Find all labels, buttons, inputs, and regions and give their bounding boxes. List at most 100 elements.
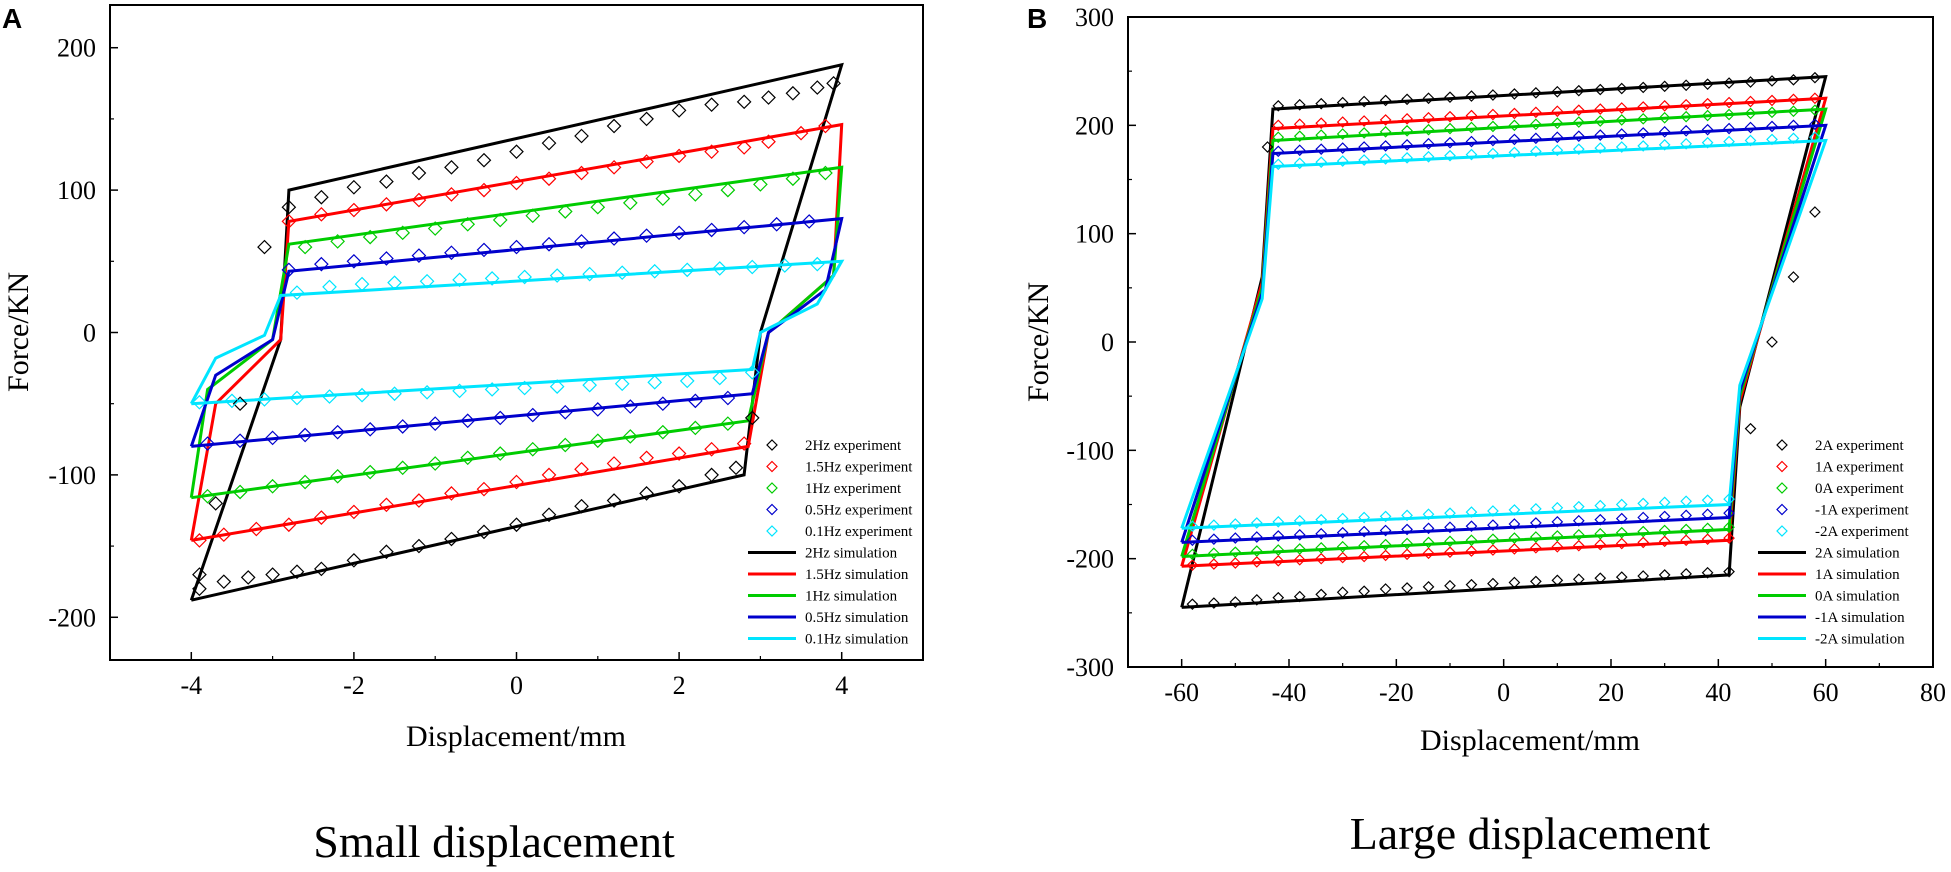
data-point [1444, 122, 1456, 135]
data-point [1680, 124, 1692, 137]
data-point [704, 97, 719, 113]
legend-item-2a-simulation: 2A simulation [1758, 546, 1900, 562]
data-point [1315, 552, 1328, 565]
panel-b-series [1180, 71, 1828, 611]
data-point [216, 574, 232, 590]
data-point [1680, 79, 1692, 92]
data-point [1615, 141, 1628, 153]
data-point [1465, 506, 1478, 518]
data-point [1336, 512, 1349, 525]
data-point [1530, 145, 1542, 158]
data-point [1701, 109, 1714, 122]
data-point [1701, 508, 1714, 521]
legend-label: 0.1Hz experiment [805, 524, 913, 540]
series-markers--1a-experiment [1186, 118, 1821, 547]
data-point [1637, 536, 1650, 549]
data-point [200, 436, 215, 451]
data-point [476, 481, 492, 497]
legend-item-0-1hz-experiment: 0.1Hz experiment [766, 524, 913, 540]
data-point [1572, 130, 1585, 143]
data-point [1551, 540, 1564, 553]
legend-label: -1A simulation [1815, 610, 1905, 626]
x-tick-label-b: 20 [1598, 678, 1624, 707]
data-point [785, 171, 801, 187]
data-point [1508, 504, 1521, 516]
data-point [1444, 149, 1456, 162]
data-point [1272, 544, 1285, 556]
data-point [1551, 85, 1564, 98]
data-point [509, 517, 524, 533]
data-point [1336, 586, 1349, 599]
data-point [362, 229, 378, 245]
data-point [1379, 583, 1392, 595]
data-point [1315, 527, 1328, 540]
data-point [1229, 596, 1242, 608]
data-point [330, 468, 345, 484]
data-point [427, 456, 443, 471]
data-point [314, 189, 329, 205]
data-point [525, 407, 541, 423]
data-point [736, 219, 752, 235]
data-point [1186, 520, 1199, 533]
y-tick-label-b: 300 [1075, 3, 1114, 32]
data-point [452, 383, 467, 399]
data-point [614, 376, 630, 392]
data-point [1272, 554, 1285, 567]
data-point [1186, 548, 1199, 561]
data-point [1701, 494, 1714, 507]
data-point [1487, 519, 1499, 531]
data-point [1723, 135, 1735, 148]
data-point [1465, 545, 1478, 557]
y-tick-label-b: -200 [1066, 545, 1114, 574]
data-point [1658, 80, 1671, 93]
x-tick-label-b: -40 [1272, 678, 1307, 707]
data-point [1208, 558, 1220, 570]
data-point [1658, 99, 1671, 112]
data-point [688, 393, 703, 409]
data-point [281, 199, 297, 215]
data-point [541, 135, 557, 151]
data-point [1637, 525, 1650, 538]
y-tick-label-a: 100 [57, 176, 96, 205]
data-point [809, 256, 825, 272]
legend-item-1-5hz-simulation: 1.5Hz simulation [748, 567, 909, 583]
legend-marker [766, 460, 778, 473]
data-point [728, 460, 744, 476]
data-point [574, 165, 589, 181]
data-point [1208, 597, 1220, 609]
legend-label: 1Hz experiment [805, 481, 902, 497]
legend-label: 2A simulation [1815, 546, 1900, 562]
data-point [387, 275, 402, 291]
data-point [1723, 493, 1735, 505]
data-point [289, 390, 305, 406]
data-point [1530, 502, 1542, 515]
data-point [1594, 83, 1607, 96]
data-point [1723, 108, 1735, 121]
data-point [362, 464, 378, 480]
data-point [517, 269, 532, 285]
x-tick-label-a: -4 [180, 671, 202, 700]
legend-label: 1Hz simulation [805, 589, 898, 605]
data-point [793, 125, 809, 141]
data-point [1701, 97, 1714, 110]
series-line--2a-simulation [1180, 138, 1828, 530]
data-point [1336, 96, 1349, 109]
data-point [476, 182, 492, 198]
data-point [582, 377, 598, 393]
panel-b-legend: 2A experiment 1A experiment 0A experiment -… [1758, 438, 1910, 648]
data-point [1293, 144, 1306, 157]
data-point [419, 273, 435, 289]
data-point [1572, 514, 1585, 527]
data-point [1766, 133, 1778, 146]
data-point [330, 424, 345, 440]
data-point [354, 387, 370, 403]
data-point [517, 380, 532, 396]
data-point [1229, 518, 1242, 530]
legend-marker [1776, 525, 1788, 537]
data-point [1615, 82, 1628, 95]
legend-label: 1A experiment [1815, 460, 1905, 476]
data-point [460, 450, 476, 466]
data-point [1272, 158, 1285, 171]
legend-marker [766, 525, 778, 537]
data-point [1444, 535, 1456, 548]
